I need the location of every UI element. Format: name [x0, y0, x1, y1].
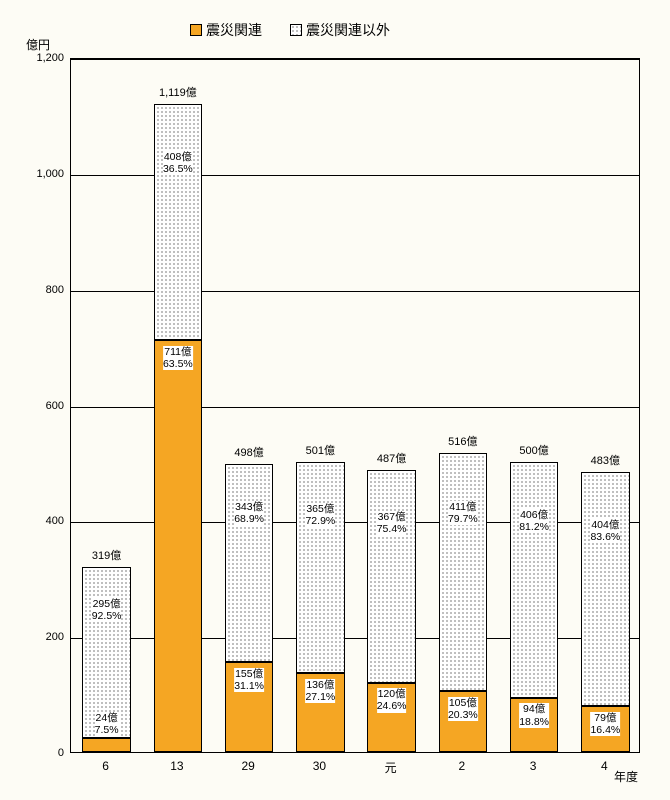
bar-label-other: 411億79.7% [448, 501, 478, 525]
bar-segment-shinsai [82, 738, 130, 752]
x-tick-label: 13 [170, 759, 183, 773]
x-tick-label: 元 [385, 759, 397, 776]
x-tick-label: 29 [241, 759, 254, 773]
bar-label-shinsai: 120億24.6% [377, 688, 407, 712]
bar-label-shinsai: 155億31.1% [234, 668, 264, 692]
y-tick-label: 200 [24, 631, 64, 643]
bar-segment-other [367, 470, 415, 683]
legend-swatch-dotted [290, 24, 302, 36]
bar-label-shinsai: 24億7.5% [95, 712, 119, 736]
y-axis-unit: 億円 [26, 36, 50, 53]
bar-segment-other [510, 462, 558, 697]
legend-label-b: 震災関連以外 [306, 20, 390, 40]
bar-total-label: 498億 [234, 444, 263, 460]
bar-total-label: 500億 [519, 442, 548, 458]
bar-label-shinsai: 711億63.5% [163, 346, 193, 370]
bar-label-shinsai: 79億16.4% [590, 712, 620, 736]
bar-segment-shinsai [154, 340, 202, 752]
bar-group: 498億343億68.9%155億31.1% [225, 464, 273, 752]
bar-segment-other [296, 462, 344, 673]
legend: 震災関連 震災関連以外 [190, 20, 390, 40]
bar-segment-other [225, 464, 273, 663]
legend-item-b: 震災関連以外 [290, 20, 390, 40]
x-tick-label: 3 [530, 759, 537, 773]
bar-group: 1,119億408億36.5%711億63.5% [154, 104, 202, 752]
y-tick-label: 0 [24, 747, 64, 759]
x-tick-label: 6 [102, 759, 109, 773]
y-tick-label: 400 [24, 515, 64, 527]
bar-label-other: 365億72.9% [305, 503, 335, 527]
bar-group: 501億365億72.9%136億27.1% [296, 462, 344, 752]
bar-label-other: 404億83.6% [590, 519, 620, 543]
bar-label-other: 367億75.4% [377, 511, 407, 535]
y-tick-label: 1,200 [24, 52, 64, 64]
y-tick-label: 1,000 [24, 168, 64, 180]
bar-total-label: 319億 [92, 547, 121, 563]
bar-label-other: 343億68.9% [234, 501, 264, 525]
y-tick-label: 600 [24, 400, 64, 412]
bar-total-label: 487億 [377, 450, 406, 466]
bar-label-shinsai: 136億27.1% [305, 679, 335, 703]
x-tick-label: 30 [313, 759, 326, 773]
bar-group: 483億404億83.6%79億16.4% [581, 472, 629, 752]
bar-group: 516億411億79.7%105億20.3% [439, 453, 487, 752]
bar-total-label: 501億 [306, 442, 335, 458]
x-tick-label: 4 [601, 759, 608, 773]
bar-label-shinsai: 105億20.3% [448, 697, 478, 721]
bar-total-label: 1,119億 [159, 84, 197, 100]
x-tick-label: 2 [459, 759, 466, 773]
bar-total-label: 483億 [591, 452, 620, 468]
bar-label-other: 406億81.2% [519, 509, 549, 533]
legend-label-a: 震災関連 [206, 20, 262, 40]
legend-item-a: 震災関連 [190, 20, 262, 40]
bar-group: 500億406億81.2%94億18.8% [510, 462, 558, 752]
grid-line [71, 59, 639, 60]
bar-total-label: 516億 [448, 433, 477, 449]
x-axis-unit: 年度 [614, 768, 638, 785]
bar-label-other: 408億36.5% [163, 151, 193, 175]
y-tick-label: 800 [24, 284, 64, 296]
bar-group: 319億295億92.5%24億7.5% [82, 567, 130, 752]
plot-area: 319億 295億92.5% 24億7.5% 1,119億 408億36.5% 711億6… [70, 58, 640, 753]
bar-segment-other [154, 104, 202, 340]
bar-segment-other [439, 453, 487, 691]
bar-segment-other [581, 472, 629, 706]
chart-page: 震災関連 震災関連以外 億円 319億 295億92.5% 24億7.5% 1,119… [0, 0, 670, 800]
legend-swatch-orange [190, 24, 202, 36]
bar-label-shinsai: 94億18.8% [519, 703, 549, 727]
bar-group: 487億367億75.4%120億24.6% [367, 470, 415, 752]
bar-label-other: 295億92.5% [92, 598, 122, 622]
